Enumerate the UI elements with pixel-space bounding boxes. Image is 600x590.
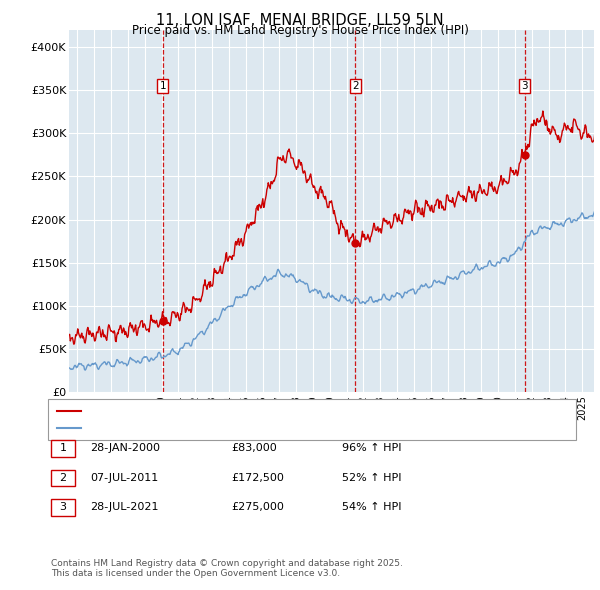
- Text: £275,000: £275,000: [231, 503, 284, 512]
- Text: 07-JUL-2011: 07-JUL-2011: [90, 473, 158, 483]
- Text: 3: 3: [59, 503, 67, 512]
- Text: 3: 3: [521, 81, 528, 91]
- Text: 11, LON ISAF, MENAI BRIDGE, LL59 5LN: 11, LON ISAF, MENAI BRIDGE, LL59 5LN: [156, 13, 444, 28]
- Text: 2: 2: [59, 473, 67, 483]
- Text: £172,500: £172,500: [231, 473, 284, 483]
- Text: 28-JAN-2000: 28-JAN-2000: [90, 444, 160, 453]
- Text: 96% ↑ HPI: 96% ↑ HPI: [342, 444, 401, 453]
- Text: 2: 2: [352, 81, 359, 91]
- Text: 54% ↑ HPI: 54% ↑ HPI: [342, 503, 401, 512]
- Text: £83,000: £83,000: [231, 444, 277, 453]
- Text: Price paid vs. HM Land Registry's House Price Index (HPI): Price paid vs. HM Land Registry's House …: [131, 24, 469, 37]
- Text: 1: 1: [160, 81, 166, 91]
- Text: 11, LON ISAF, MENAI BRIDGE, LL59 5LN (semi-detached house): 11, LON ISAF, MENAI BRIDGE, LL59 5LN (se…: [86, 406, 415, 416]
- Text: 1: 1: [59, 444, 67, 453]
- Text: 28-JUL-2021: 28-JUL-2021: [90, 503, 158, 512]
- Text: Contains HM Land Registry data © Crown copyright and database right 2025.: Contains HM Land Registry data © Crown c…: [51, 559, 403, 568]
- Text: This data is licensed under the Open Government Licence v3.0.: This data is licensed under the Open Gov…: [51, 569, 340, 578]
- Text: HPI: Average price, semi-detached house, Isle of Anglesey: HPI: Average price, semi-detached house,…: [86, 423, 389, 433]
- Text: 52% ↑ HPI: 52% ↑ HPI: [342, 473, 401, 483]
